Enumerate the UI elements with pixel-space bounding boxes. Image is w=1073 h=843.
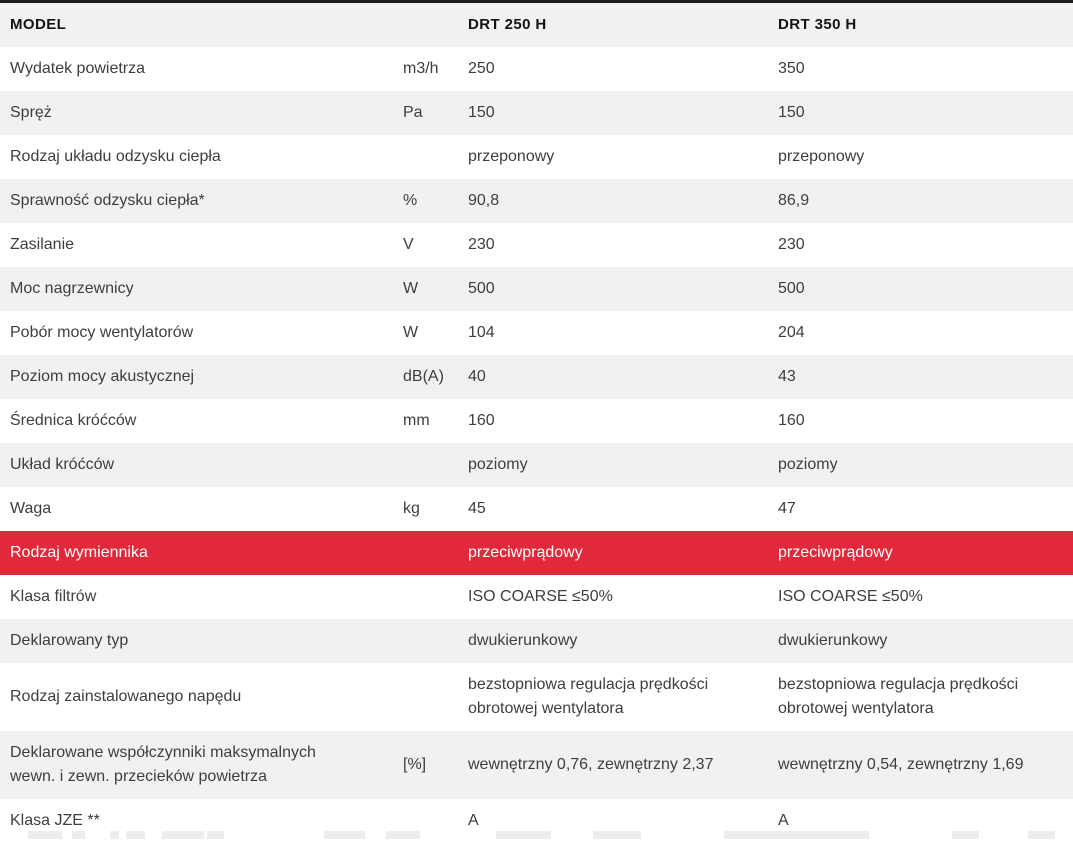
row-value-drt-250-h: 230 [468, 236, 495, 253]
row-value-drt-250-h: przeciwprądowy [468, 544, 583, 561]
row-value-drt-350-h: wewnętrzny 0,54, zewnętrzny 1,69 [778, 756, 1024, 773]
row-unit: mm [403, 412, 430, 429]
row-value-drt-350-h: 230 [778, 236, 805, 253]
row-value-drt-250-h: 104 [468, 324, 495, 341]
header-model-label: MODEL [10, 16, 67, 33]
row-value-drt-350-h: 500 [778, 280, 805, 297]
row-value-drt-250-h: przeponowy [468, 148, 555, 165]
row-value-drt-250-h: 250 [468, 60, 495, 77]
row-unit: Pa [403, 104, 423, 121]
table-row: Zasilanie V 230 230 [0, 223, 1073, 267]
row-value-drt-250-h: 90,8 [468, 192, 500, 209]
row-label: Klasa JZE ** [10, 812, 100, 829]
row-unit: W [403, 324, 419, 341]
row-value-drt-250-h: A [468, 812, 479, 829]
row-label: Rodzaj wymiennika [10, 544, 148, 561]
row-value-drt-350-h: bezstopniowa regulacja prędkości obrotow… [778, 676, 1019, 717]
row-value-drt-350-h: A [778, 812, 789, 829]
row-unit: % [403, 192, 418, 209]
row-label: Waga [10, 500, 52, 517]
row-unit: [%] [403, 756, 427, 773]
table-row: Klasa filtrów ISO COARSE ≤50% ISO COARSE… [0, 575, 1073, 619]
table-header-row: MODEL DRT 250 H DRT 350 H [0, 0, 1073, 47]
row-value-drt-250-h: 40 [468, 368, 486, 385]
row-value-drt-350-h: ISO COARSE ≤50% [778, 588, 923, 605]
row-unit: dB(A) [403, 368, 444, 385]
table-row: Deklarowane współczynniki maksymalnych w… [0, 731, 1073, 799]
row-label: Deklarowany typ [10, 632, 129, 649]
row-value-drt-250-h: 45 [468, 500, 486, 517]
row-value-drt-350-h: 204 [778, 324, 805, 341]
table-row: Układ króćców poziomy poziomy [0, 443, 1073, 487]
table-row: Wydatek powietrza m3/h 250 350 [0, 47, 1073, 91]
row-value-drt-250-h: poziomy [468, 456, 528, 473]
table-row: Rodzaj układu odzysku ciepła przeponowy … [0, 135, 1073, 179]
row-label: Wydatek powietrza [10, 60, 146, 77]
table-row: Pobór mocy wentylatorów W 104 204 [0, 311, 1073, 355]
table-row: Spręż Pa 150 150 [0, 91, 1073, 135]
row-label: Klasa filtrów [10, 588, 97, 605]
table-row: Sprawność odzysku ciepła* % 90,8 86,9 [0, 179, 1073, 223]
table-row: Średnica króćców mm 160 160 [0, 399, 1073, 443]
table-row: Rodzaj wymiennika przeciwprądowy przeciw… [0, 531, 1073, 575]
header-col-drt-350-h: DRT 350 H [778, 16, 857, 33]
next-row-cutoff-strip [0, 831, 1073, 839]
row-value-drt-350-h: 160 [778, 412, 805, 429]
row-value-drt-350-h: 150 [778, 104, 805, 121]
table-row: Poziom mocy akustycznej dB(A) 40 43 [0, 355, 1073, 399]
row-value-drt-350-h: 47 [778, 500, 796, 517]
row-value-drt-350-h: 86,9 [778, 192, 810, 209]
row-value-drt-250-h: dwukierunkowy [468, 632, 578, 649]
row-label: Sprawność odzysku ciepła* [10, 192, 205, 209]
table-row: Deklarowany typ dwukierunkowy dwukierunk… [0, 619, 1073, 663]
table-row: Moc nagrzewnicy W 500 500 [0, 267, 1073, 311]
row-value-drt-250-h: bezstopniowa regulacja prędkości obrotow… [468, 676, 709, 717]
row-label: Moc nagrzewnicy [10, 280, 134, 297]
table-row: Waga kg 45 47 [0, 487, 1073, 531]
row-unit: W [403, 280, 419, 297]
row-value-drt-250-h: wewnętrzny 0,76, zewnętrzny 2,37 [468, 756, 714, 773]
row-label: Układ króćców [10, 456, 115, 473]
row-value-drt-350-h: dwukierunkowy [778, 632, 888, 649]
row-value-drt-350-h: 43 [778, 368, 796, 385]
row-label: Spręż [10, 104, 52, 121]
table-body: Wydatek powietrza m3/h 250 350 Spręż Pa … [0, 47, 1073, 843]
row-value-drt-350-h: 350 [778, 60, 805, 77]
row-label: Deklarowane współczynniki maksymalnych w… [10, 744, 316, 785]
row-unit: kg [403, 500, 420, 517]
row-value-drt-350-h: przeciwprądowy [778, 544, 893, 561]
row-value-drt-250-h: 160 [468, 412, 495, 429]
row-label: Poziom mocy akustycznej [10, 368, 195, 385]
table-row: Rodzaj zainstalowanego napędu bezstopnio… [0, 663, 1073, 731]
row-label: Zasilanie [10, 236, 75, 253]
row-unit: m3/h [403, 60, 439, 77]
row-label: Średnica króćców [10, 412, 137, 429]
row-value-drt-250-h: ISO COARSE ≤50% [468, 588, 613, 605]
row-label: Rodzaj układu odzysku ciepła [10, 148, 221, 165]
row-value-drt-350-h: przeponowy [778, 148, 865, 165]
row-label: Rodzaj zainstalowanego napędu [10, 688, 242, 705]
row-value-drt-350-h: poziomy [778, 456, 838, 473]
row-label: Pobór mocy wentylatorów [10, 324, 194, 341]
row-value-drt-250-h: 500 [468, 280, 495, 297]
row-unit: V [403, 236, 414, 253]
header-col-drt-250-h: DRT 250 H [468, 16, 547, 33]
row-value-drt-250-h: 150 [468, 104, 495, 121]
